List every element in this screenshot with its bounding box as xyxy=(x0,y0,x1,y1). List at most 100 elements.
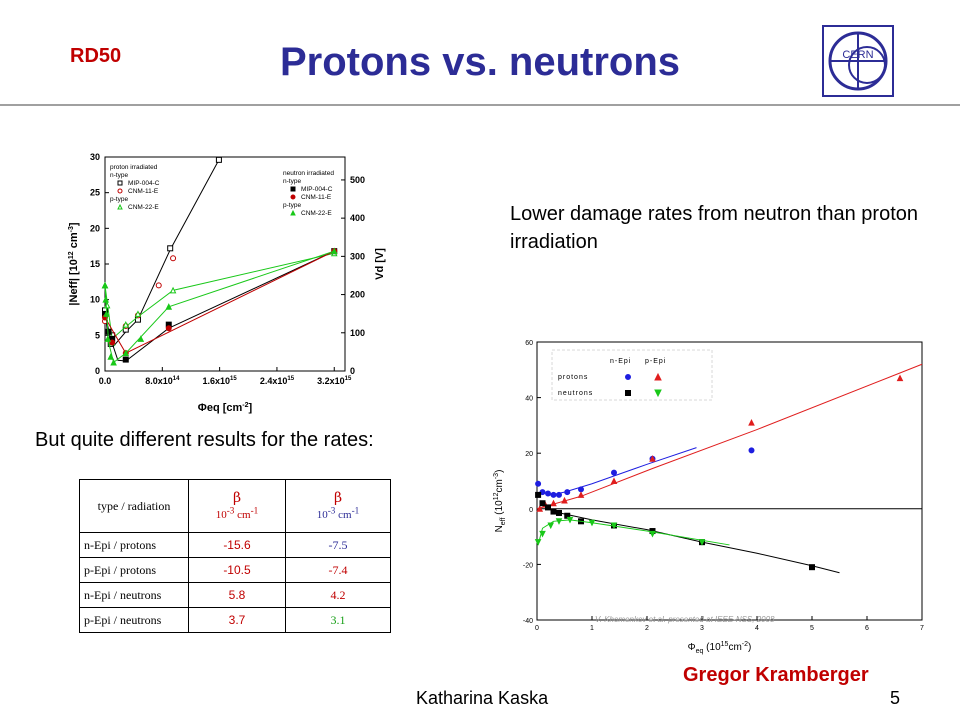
data-point xyxy=(654,372,662,381)
statement-rates: But quite different results for the rate… xyxy=(35,429,374,451)
data-point xyxy=(610,522,618,530)
row-label: p-Epi / neutrons xyxy=(79,607,189,633)
data-point xyxy=(117,188,123,194)
x-tick-label: 7 xyxy=(920,625,924,632)
header-type-radiation: type / radiation xyxy=(79,479,189,533)
data-point xyxy=(748,447,755,454)
legend-item-label: CNM-22-E xyxy=(301,210,332,217)
y-tick-label: 20 xyxy=(525,451,533,458)
data-point xyxy=(110,358,117,366)
rate-value: 3.1 xyxy=(285,607,391,633)
data-point xyxy=(117,180,123,186)
row-label: p-Epi / protons xyxy=(79,557,189,583)
legend-col-label: p-Epi xyxy=(645,358,666,365)
data-point xyxy=(539,500,546,507)
series-line xyxy=(104,159,220,347)
x-tick-label: 2.4x1015 xyxy=(260,376,295,386)
x-tick-label: 0.0 xyxy=(99,376,112,386)
row-label: n-Epi / protons xyxy=(79,532,189,558)
y-right-axis-label: Vd [V] xyxy=(374,248,386,280)
table-row: n-Epi / neutrons 5.8 4.2 xyxy=(79,582,391,608)
legend-row-label: protons xyxy=(558,374,588,381)
data-point xyxy=(809,564,815,571)
y-tick-label: 40 xyxy=(525,396,533,403)
y-tick-label: -20 xyxy=(523,562,533,569)
data-point xyxy=(610,477,618,484)
data-point xyxy=(535,491,542,498)
x-tick-label: 3 xyxy=(700,625,704,632)
y-tick-label: 10 xyxy=(90,295,100,305)
data-point xyxy=(698,539,706,546)
unit-label: 10-3 cm-1 xyxy=(316,505,360,522)
data-point xyxy=(649,455,656,462)
legend-subheading: p-type xyxy=(283,202,301,209)
data-point xyxy=(134,310,142,317)
data-point xyxy=(625,374,631,380)
x-tick-label: 5 xyxy=(810,625,814,632)
citation-annotation: V. Khomenkov et al. presented at IEEE-NS… xyxy=(595,615,775,624)
x-tick-label: 0 xyxy=(535,625,539,632)
rates-table: type / radiation β 10-3 cm-1 β 10-3 cm-1… xyxy=(79,479,391,633)
legend-item-label: MIP-004-C xyxy=(301,186,333,193)
x-tick-label: 1 xyxy=(590,625,594,632)
data-point xyxy=(101,281,109,289)
x-tick-label: 6 xyxy=(865,625,869,632)
data-point xyxy=(654,389,662,398)
data-point xyxy=(896,374,904,382)
x-tick-label: 1.6x1015 xyxy=(203,376,238,386)
data-point xyxy=(649,530,656,538)
legend-subheading: p-type xyxy=(110,196,128,203)
y-tick-label: 15 xyxy=(90,259,100,269)
data-point xyxy=(330,247,338,255)
rate-value: -15.6 xyxy=(188,532,286,558)
y-tick-label: 0 xyxy=(95,366,100,376)
data-point xyxy=(588,519,596,527)
table-row: p-Epi / protons -10.5 -7.4 xyxy=(79,557,391,583)
x-tick-label: 3.2x1015 xyxy=(317,376,352,386)
page-number: 5 xyxy=(890,688,901,708)
data-point xyxy=(535,480,542,487)
legend-heading: neutron irradiated xyxy=(283,170,334,177)
legend-heading: proton irradiated xyxy=(110,164,158,171)
data-point xyxy=(102,296,110,303)
data-point xyxy=(290,209,296,216)
legend-item-label: CNM-11-E xyxy=(128,188,159,195)
legend-frame xyxy=(551,349,713,401)
data-point xyxy=(539,530,546,538)
unit-label: 10-3 cm-1 xyxy=(215,505,259,522)
series-line xyxy=(547,447,697,496)
series-line xyxy=(104,250,335,364)
y-right-tick-label: 500 xyxy=(350,175,365,185)
data-point xyxy=(122,349,130,357)
data-point xyxy=(155,282,162,289)
y-tick-label: 20 xyxy=(90,223,100,233)
data-point xyxy=(534,539,542,546)
data-point xyxy=(170,255,177,262)
data-point xyxy=(105,328,112,335)
series-line xyxy=(536,363,923,510)
x-axis-label: Φeq [cm-2] xyxy=(198,402,253,414)
data-point xyxy=(165,303,173,310)
author-name: Gregor Kramberger xyxy=(683,664,869,686)
data-point xyxy=(555,518,563,525)
chart-neff-epi: -40 -20 0 20 40 60 0 1 2 3 4 5 6 7 Neff (1012cm-3) Φeq … xyxy=(493,340,924,655)
y-axis-label: Neff (1012cm-3) xyxy=(493,470,507,533)
data-point xyxy=(165,325,172,332)
series-line xyxy=(553,511,840,574)
data-point xyxy=(545,504,551,511)
table-row: p-Epi / neutrons 3.7 3.1 xyxy=(79,607,391,633)
presenter-name: Katharina Kaska xyxy=(416,688,549,708)
table-row: n-Epi / protons -15.6 -7.5 xyxy=(79,532,391,558)
cern-logo: CERN xyxy=(822,25,894,97)
data-point xyxy=(117,203,123,210)
data-point xyxy=(561,496,568,504)
rate-value: 5.8 xyxy=(188,582,286,608)
data-point xyxy=(137,335,145,342)
y-tick-label: 30 xyxy=(90,152,100,162)
data-point xyxy=(122,321,130,328)
data-point xyxy=(290,194,296,200)
y-right-tick-label: 300 xyxy=(350,251,365,261)
y-tick-label: -40 xyxy=(523,618,533,625)
slide-title: Protons vs. neutrons xyxy=(279,40,681,84)
data-point xyxy=(748,419,755,426)
